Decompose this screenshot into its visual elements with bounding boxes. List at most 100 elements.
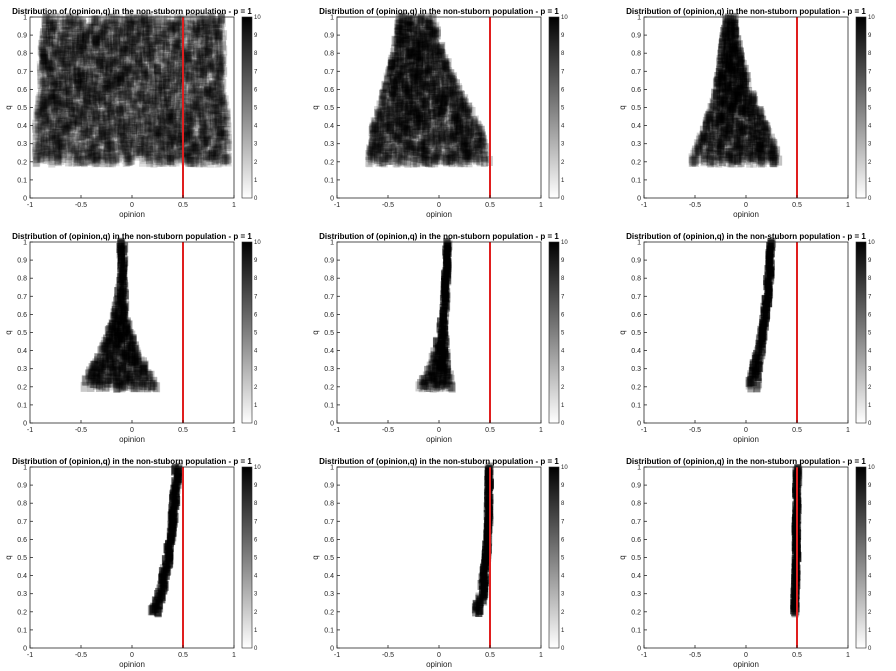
heatmap-cell <box>35 100 43 111</box>
heatmap-cell <box>199 130 207 141</box>
heatmap-cell <box>68 156 76 167</box>
heatmap-cell <box>145 109 153 120</box>
heatmap-cell <box>90 105 98 116</box>
heatmap-cell <box>102 110 110 121</box>
heatmap-cell <box>129 131 137 142</box>
heatmap-cell <box>37 113 45 124</box>
heatmap-cell <box>167 118 175 129</box>
heatmap-cell <box>74 150 82 161</box>
heatmap-cell <box>141 104 149 115</box>
heatmap-cell <box>32 119 40 130</box>
heatmap-cell <box>89 141 97 152</box>
heatmap-cell <box>214 157 222 168</box>
heatmap-cell <box>187 122 195 133</box>
heatmap-cell <box>149 97 157 108</box>
heatmap-cell <box>127 150 135 161</box>
heatmap-cell <box>92 117 100 128</box>
heatmap-cell <box>60 97 68 108</box>
heatmap-cell <box>82 109 90 120</box>
heatmap-cell <box>205 120 213 131</box>
heatmap-cell <box>204 110 212 121</box>
heatmap-cell <box>50 103 58 114</box>
heatmap-cell <box>71 96 79 107</box>
heatmap-cell <box>133 121 141 132</box>
heatmap-cell <box>225 141 233 152</box>
heatmap-cell <box>220 154 228 165</box>
heatmap-cell <box>95 149 103 160</box>
heatmap-cell <box>162 113 170 124</box>
heatmap-cell <box>70 113 78 124</box>
heatmap-cell <box>223 117 231 128</box>
heatmap-cell <box>159 113 167 124</box>
heatmap-cell <box>135 141 143 152</box>
heatmap-cell <box>219 147 227 158</box>
heatmap-cell <box>146 146 154 157</box>
heatmap-cell <box>97 148 105 159</box>
heatmap-cell <box>215 112 223 123</box>
heatmap-cell <box>116 106 124 117</box>
heatmap-cell <box>93 106 101 117</box>
colorbar-tick-label: 1 <box>254 178 258 184</box>
heatmap-cell <box>88 154 96 165</box>
heatmap-cell <box>138 124 146 135</box>
heatmap-cell <box>72 104 80 115</box>
heatmap-cell <box>124 156 132 167</box>
heatmap-cell <box>192 143 200 154</box>
heatmap-cell <box>203 135 211 146</box>
heatmap-cell <box>103 152 111 163</box>
heatmap-cell <box>175 139 183 150</box>
heatmap-cell <box>191 143 199 154</box>
heatmap-cell <box>224 141 232 152</box>
heatmap-cell <box>65 150 73 161</box>
heatmap-cell <box>215 121 223 132</box>
heatmap-cell <box>213 104 221 115</box>
y-tick-label: 0.1 <box>17 177 27 184</box>
heatmap-cell <box>55 137 63 148</box>
heatmap-cell <box>130 124 138 135</box>
heatmap-cell <box>160 134 168 145</box>
heatmap-cell <box>52 120 60 131</box>
heatmap-cell <box>119 102 127 113</box>
heatmap-cell <box>151 100 159 111</box>
heatmap-cell <box>102 112 110 123</box>
heatmap-cell <box>82 101 90 112</box>
heatmap-cell <box>54 142 62 153</box>
heatmap-cell <box>182 132 190 143</box>
heatmap-cell <box>57 98 65 109</box>
heatmap-cell <box>100 114 108 125</box>
heatmap-cell <box>187 156 195 167</box>
heatmap-cell <box>206 111 214 122</box>
heatmap-cell <box>167 155 175 166</box>
heatmap-cell <box>136 132 144 143</box>
heatmap-cell <box>63 137 71 148</box>
heatmap-cell <box>193 137 201 148</box>
heatmap-cell <box>47 109 55 120</box>
heatmap-cell <box>107 98 115 109</box>
heatmap-cell <box>48 150 56 161</box>
heatmap-cell <box>120 114 128 125</box>
heatmap-cell <box>81 119 89 130</box>
heatmap-cell <box>116 112 124 123</box>
heatmap-cell <box>43 145 51 156</box>
heatmap-cell <box>148 99 156 110</box>
heatmap-cell <box>182 152 190 163</box>
heatmap-cell <box>165 137 173 148</box>
heatmap-cell <box>73 143 81 154</box>
heatmap-cell <box>163 129 171 140</box>
heatmap-cell <box>114 114 122 125</box>
heatmap-cell <box>31 122 39 133</box>
heatmap-cell <box>146 128 154 139</box>
heatmap-cell <box>146 145 154 156</box>
heatmap-cell <box>114 102 122 113</box>
heatmap-cell <box>47 150 55 161</box>
heatmap-cell <box>182 127 190 138</box>
heatmap-cell <box>68 113 76 124</box>
heatmap-cell <box>60 132 68 143</box>
heatmap-cell <box>66 132 74 143</box>
heatmap-cell <box>207 147 215 158</box>
heatmap-cell <box>168 154 176 165</box>
heatmap-cell <box>199 143 207 154</box>
heatmap-cell <box>45 130 53 141</box>
heatmap-cell <box>38 97 46 108</box>
heatmap-cell <box>165 150 173 161</box>
